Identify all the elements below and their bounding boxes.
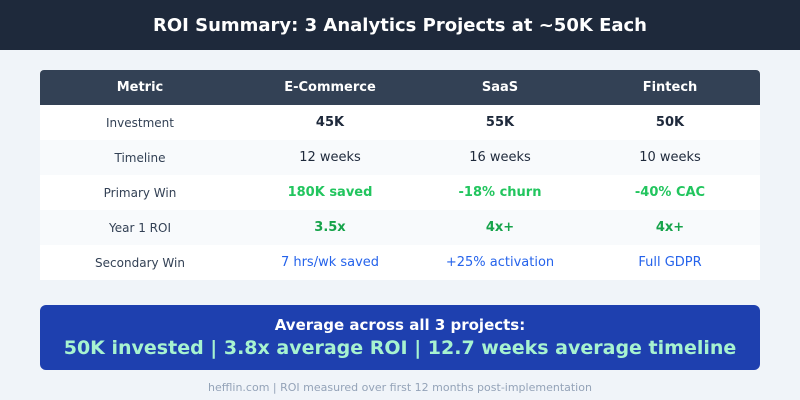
- cell: -18% churn: [458, 185, 542, 200]
- header-saas: SaaS: [481, 80, 519, 95]
- metric-label: Secondary Win: [95, 255, 185, 270]
- table-row: Timeline 12 weeks 16 weeks 10 weeks: [40, 140, 760, 175]
- cell: 10 weeks: [639, 150, 701, 165]
- cell: -40% CAC: [634, 185, 706, 200]
- summary-detail: 50K invested | 3.8x average ROI | 12.7 w…: [63, 337, 737, 359]
- footer-note: hefflin.com | ROI measured over first 12…: [208, 381, 592, 394]
- cell: 45K: [315, 115, 345, 130]
- table-row: Investment 45K 55K 50K: [40, 105, 760, 140]
- roi-table: Metric E-Commerce SaaS Fintech Investmen…: [40, 70, 760, 280]
- cell: 55K: [485, 115, 515, 130]
- cell: 4x+: [655, 220, 685, 235]
- cell: 180K saved: [287, 185, 373, 200]
- page-title: ROI Summary: 3 Analytics Projects at ~50…: [0, 0, 800, 50]
- summary-banner: Average across all 3 projects: 50K inves…: [40, 305, 760, 370]
- summary-heading: Average across all 3 projects:: [274, 316, 526, 334]
- cell: 4x+: [485, 220, 515, 235]
- cell: +25% activation: [445, 255, 555, 270]
- cell: 3.5x: [314, 220, 346, 235]
- table-header-row: Metric E-Commerce SaaS Fintech: [40, 70, 760, 105]
- cell: 50K: [655, 115, 685, 130]
- cell: 7 hrs/wk saved: [280, 255, 380, 270]
- table-row: Primary Win 180K saved -18% churn -40% C…: [40, 175, 760, 210]
- header-fintech: Fintech: [642, 80, 698, 95]
- cell: 12 weeks: [299, 150, 361, 165]
- metric-label: Timeline: [114, 150, 166, 165]
- table-row: Secondary Win 7 hrs/wk saved +25% activa…: [40, 245, 760, 280]
- cell: Full GDPR: [638, 255, 702, 270]
- table-row: Year 1 ROI 3.5x 4x+ 4x+: [40, 210, 760, 245]
- cell: 16 weeks: [469, 150, 531, 165]
- header-ecommerce: E-Commerce: [284, 80, 376, 95]
- metric-label: Primary Win: [103, 185, 177, 200]
- header-metric: Metric: [116, 80, 164, 95]
- metric-label: Year 1 ROI: [109, 220, 171, 235]
- metric-label: Investment: [106, 115, 174, 130]
